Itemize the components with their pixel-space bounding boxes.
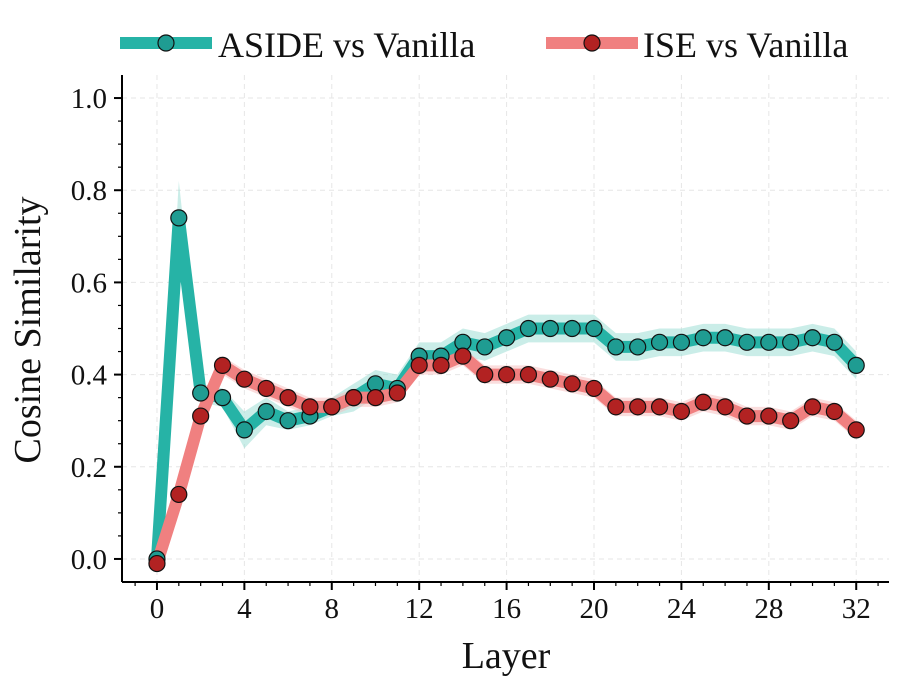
x-tick-label-7: 28 <box>754 593 783 625</box>
marker-s1-x32 <box>847 421 865 439</box>
y-tick-label-5: 1.0 <box>71 83 107 115</box>
marker-s1-x22 <box>629 398 647 416</box>
marker-s0-x28 <box>760 333 778 351</box>
marker-s1-x16 <box>497 365 516 384</box>
marker-s0-x21 <box>607 338 625 356</box>
marker-s1-x26 <box>716 398 734 416</box>
x-tick-label-1: 4 <box>237 593 252 625</box>
marker-s1-x13 <box>432 356 450 374</box>
marker-s0-x5 <box>257 402 275 421</box>
y-tick-label-2: 0.4 <box>71 360 108 392</box>
legend-label-aside: ASIDE vs Vanilla <box>218 25 475 65</box>
marker-s0-x15 <box>476 338 494 356</box>
marker-s0-x4 <box>235 421 253 439</box>
marker-s1-x8 <box>323 398 341 416</box>
marker-s0-x22 <box>629 338 647 356</box>
marker-s1-x5 <box>257 379 275 398</box>
marker-s1-x1 <box>170 485 188 504</box>
marker-s1-x31 <box>825 402 843 421</box>
series-markers <box>148 209 865 573</box>
marker-s0-x24 <box>672 333 691 351</box>
marker-s0-x19 <box>563 319 581 338</box>
legend: ASIDE vs Vanilla ISE vs Vanilla <box>120 25 848 65</box>
x-tick-label-4: 16 <box>492 593 521 625</box>
x-tick-label-0: 0 <box>150 593 165 625</box>
x-tick-label-8: 32 <box>842 593 871 625</box>
marker-s0-x32 <box>847 356 865 374</box>
x-tick-label-3: 12 <box>405 593 434 625</box>
marker-s0-x30 <box>803 329 822 347</box>
x-tick-label-6: 24 <box>667 593 697 625</box>
marker-s1-x11 <box>388 384 406 402</box>
marker-s1-x17 <box>519 365 538 384</box>
marker-s1-x19 <box>563 375 581 393</box>
marker-s1-x2 <box>192 407 210 425</box>
marker-s1-x9 <box>345 389 363 407</box>
marker-s1-x29 <box>782 412 800 430</box>
marker-s1-x21 <box>607 398 625 416</box>
marker-s1-x12 <box>410 356 428 374</box>
marker-s1-x14 <box>454 347 472 365</box>
marker-s0-x25 <box>694 329 712 347</box>
marker-s0-x6 <box>279 412 297 430</box>
marker-s1-x3 <box>213 356 232 374</box>
marker-s0-x20 <box>585 319 603 338</box>
ticks: 0.0 0.2 0.4 0.6 0.8 1.0 0 4 8 12 16 20 24 28 32 <box>71 83 879 625</box>
marker-s1-x6 <box>279 389 297 407</box>
marker-s1-x27 <box>738 407 756 425</box>
y-tick-label-0: 0.0 <box>71 544 107 576</box>
marker-s0-x2 <box>192 384 210 402</box>
x-axis-label: Layer <box>462 635 551 677</box>
marker-s0-x1 <box>170 209 188 227</box>
marker-s1-x24 <box>672 402 691 421</box>
y-axis-label: Cosine Similarity <box>7 196 49 463</box>
marker-s1-x23 <box>650 398 669 416</box>
marker-s0-x29 <box>782 333 800 351</box>
legend-marker-aside <box>157 34 175 52</box>
marker-s1-x4 <box>235 370 253 388</box>
marker-s1-x0 <box>148 554 166 573</box>
y-tick-label-3: 0.6 <box>71 267 107 299</box>
marker-s1-x15 <box>476 365 494 384</box>
marker-s1-x28 <box>760 407 778 425</box>
legend-marker-ise <box>583 34 601 52</box>
marker-s1-x25 <box>694 393 712 411</box>
marker-s0-x26 <box>716 329 734 347</box>
marker-s1-x10 <box>366 389 385 407</box>
legend-label-ise: ISE vs Vanilla <box>643 25 848 65</box>
x-tick-label-5: 20 <box>580 593 609 625</box>
marker-s0-x18 <box>541 319 559 338</box>
x-tick-label-2: 8 <box>325 593 340 625</box>
y-tick-label-1: 0.2 <box>71 452 107 484</box>
marker-s0-x31 <box>825 333 843 351</box>
marker-s0-x27 <box>738 333 756 351</box>
marker-s0-x17 <box>519 319 538 338</box>
y-tick-label-4: 0.8 <box>71 175 107 207</box>
marker-s0-x23 <box>650 333 669 351</box>
marker-s1-x30 <box>803 398 822 416</box>
marker-s0-x3 <box>213 389 232 407</box>
marker-s1-x18 <box>541 370 559 388</box>
marker-s1-x7 <box>301 398 319 416</box>
marker-s0-x16 <box>497 329 516 347</box>
marker-s1-x20 <box>585 379 603 398</box>
